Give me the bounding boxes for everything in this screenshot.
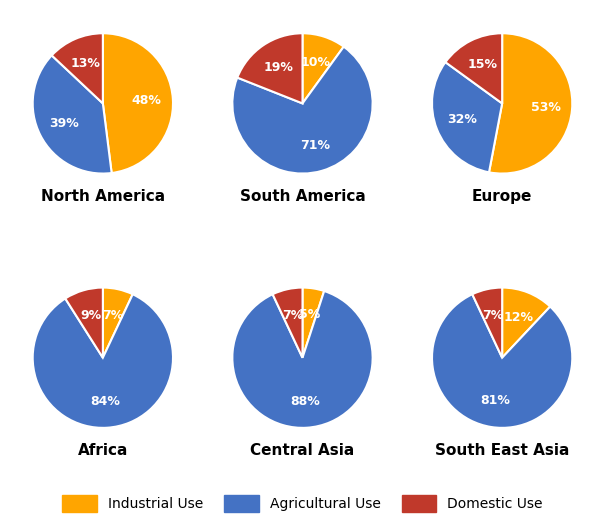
Wedge shape — [302, 288, 324, 358]
Text: 48%: 48% — [131, 94, 161, 107]
Wedge shape — [232, 47, 373, 173]
Text: 7%: 7% — [283, 309, 304, 322]
Wedge shape — [65, 288, 103, 358]
Text: 5%: 5% — [299, 308, 320, 321]
Text: 71%: 71% — [299, 139, 330, 151]
Text: 81%: 81% — [480, 394, 510, 407]
Wedge shape — [432, 294, 572, 428]
Title: Central Asia: Central Asia — [250, 443, 355, 458]
Text: 12%: 12% — [503, 311, 533, 324]
Wedge shape — [51, 33, 103, 103]
Text: 88%: 88% — [290, 395, 320, 408]
Text: 53%: 53% — [531, 101, 560, 114]
Text: 32%: 32% — [446, 113, 477, 126]
Wedge shape — [237, 33, 302, 103]
Wedge shape — [33, 56, 112, 173]
Wedge shape — [33, 294, 173, 428]
Text: 10%: 10% — [301, 56, 331, 69]
Text: 9%: 9% — [80, 310, 101, 322]
Text: 7%: 7% — [102, 309, 123, 322]
Title: Europe: Europe — [472, 189, 532, 204]
Text: 13%: 13% — [71, 57, 100, 70]
Wedge shape — [502, 288, 550, 358]
Wedge shape — [273, 288, 302, 358]
Wedge shape — [302, 33, 344, 103]
Text: 15%: 15% — [468, 58, 497, 71]
Legend: Industrial Use, Agricultural Use, Domestic Use: Industrial Use, Agricultural Use, Domest… — [56, 489, 549, 517]
Title: North America: North America — [41, 189, 165, 204]
Wedge shape — [473, 288, 502, 358]
Wedge shape — [445, 33, 502, 103]
Text: 39%: 39% — [49, 117, 79, 129]
Text: 7%: 7% — [482, 309, 503, 322]
Wedge shape — [103, 288, 132, 358]
Wedge shape — [232, 291, 373, 428]
Wedge shape — [432, 62, 502, 172]
Title: South America: South America — [240, 189, 365, 204]
Text: 84%: 84% — [91, 395, 120, 408]
Text: 19%: 19% — [263, 61, 293, 74]
Wedge shape — [103, 33, 173, 173]
Title: South East Asia: South East Asia — [435, 443, 569, 458]
Title: Africa: Africa — [77, 443, 128, 458]
Wedge shape — [489, 33, 572, 173]
